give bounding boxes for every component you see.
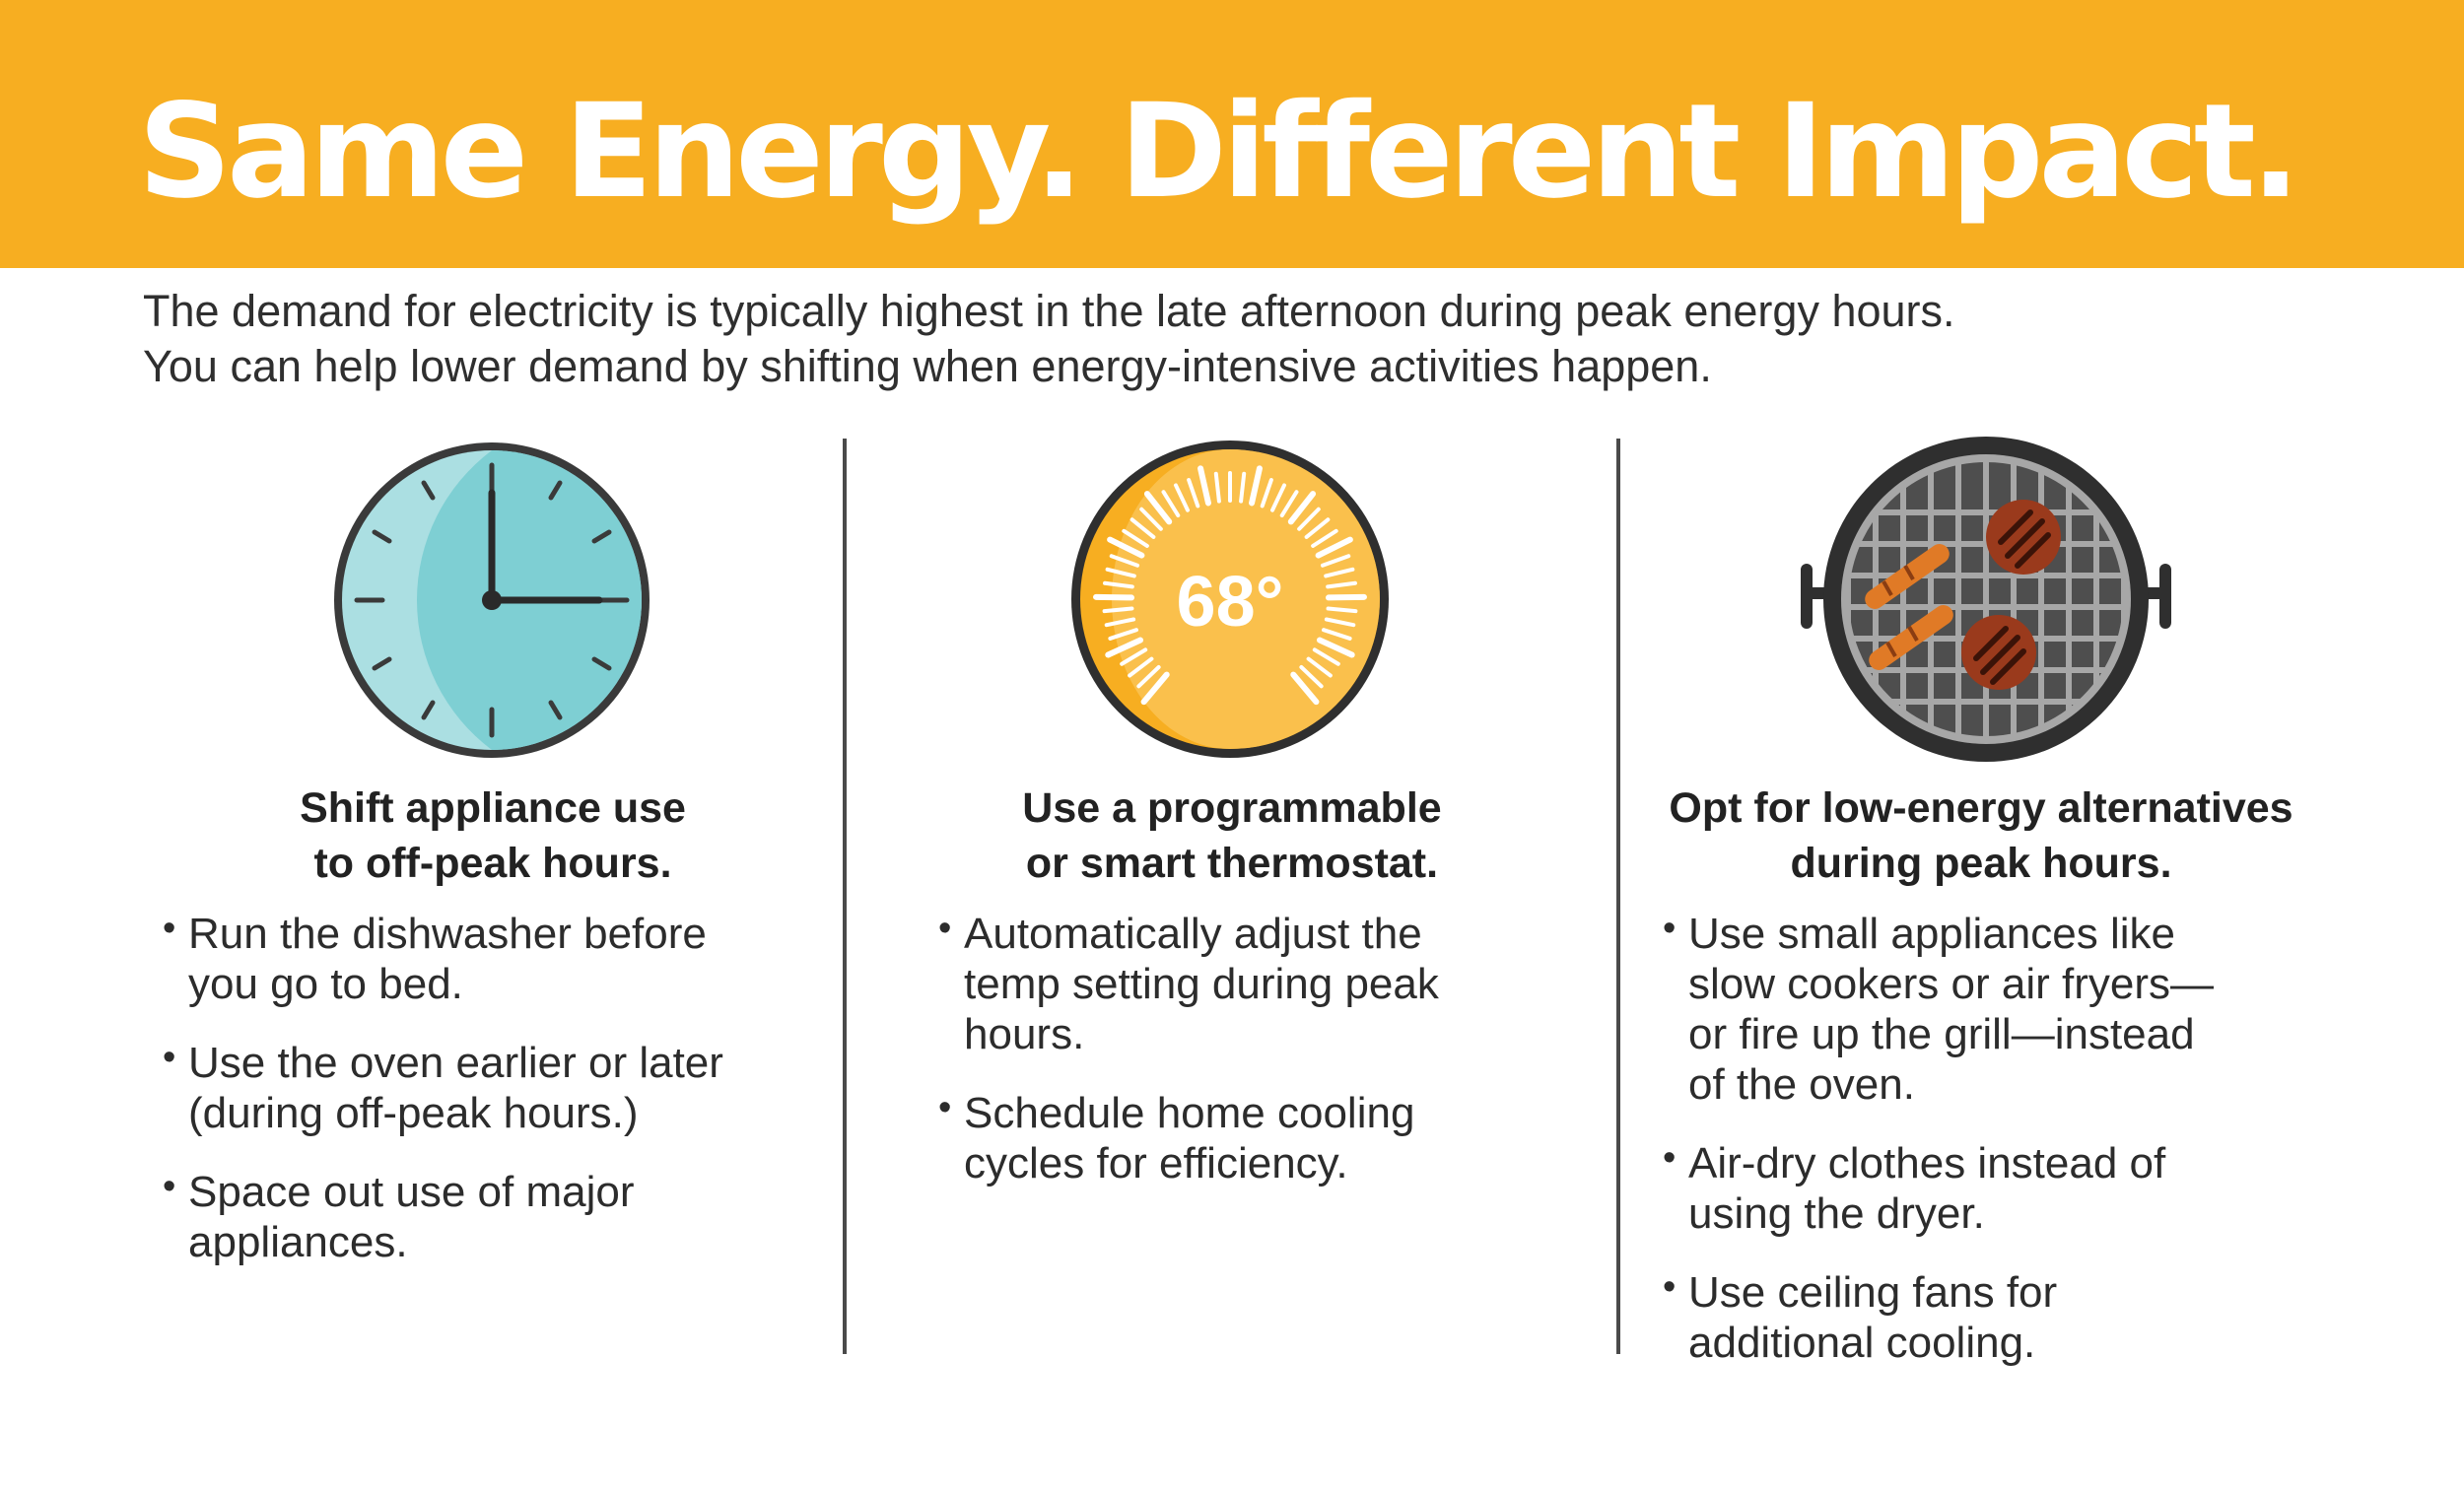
thermostat-tick [1326, 580, 1357, 589]
clock-icon [334, 442, 650, 758]
list-item: Air-dry clothes instead of using the dry… [1663, 1138, 2392, 1239]
thermostat-tick [1105, 567, 1136, 578]
thermostat-tick [1322, 628, 1352, 641]
thermostat-tick [1105, 637, 1144, 658]
column-divider [843, 439, 847, 1354]
column-heading: Shift appliance use to off-peak hours. [300, 784, 686, 887]
thermostat-tick [1325, 593, 1367, 601]
thermostat-dial-ticks [1093, 465, 1367, 706]
intro-line: The demand for electricity is typically … [143, 286, 1955, 336]
thermostat-tick [1129, 517, 1156, 539]
column-divider [1616, 439, 1620, 1354]
list-item: Use small appliances like slow cookers o… [1663, 909, 2392, 1110]
thermostat-tick [1122, 528, 1149, 548]
thermostat-tick [1140, 671, 1170, 706]
thermostat-tick [1260, 478, 1273, 509]
list-item: Run the dishwasher before you go to bed. [163, 909, 843, 1009]
thermostat-tick [1173, 483, 1191, 512]
thermostat-tick [1304, 517, 1331, 539]
list-item: Use ceiling fans for additional cooling. [1663, 1267, 2392, 1368]
thermostat-tick [1139, 507, 1163, 531]
list-item: Automatically adjust the temp setting du… [938, 909, 1608, 1059]
thermostat-tick [1093, 593, 1135, 601]
thermostat-tick [1187, 478, 1200, 509]
thermostat-tick [1109, 554, 1140, 568]
thermostat-tick [1104, 617, 1136, 628]
column-heading: Opt for low-energy alternatives during p… [1669, 784, 2293, 887]
thermostat-tick [1315, 536, 1353, 559]
bullet-list: Run the dishwasher before you go to bed.… [163, 909, 843, 1296]
list-item: Space out use of major appliances. [163, 1167, 843, 1267]
thermostat-tick [1279, 490, 1299, 518]
thermostat-icon: 68° [1071, 441, 1389, 758]
thermostat-tick [1107, 536, 1145, 559]
column-heading: Use a programmable or smart thermostat. [1022, 784, 1442, 887]
thermostat-tick [1103, 580, 1134, 589]
grill-icon [1801, 437, 2171, 762]
thermostat-tick [1239, 471, 1247, 504]
bullet-list: Use small appliances like slow cookers o… [1663, 909, 2392, 1396]
title-banner: Same Energy. Different Impact. [0, 0, 2464, 268]
thermostat-tick [1324, 617, 1356, 628]
thermostat-tick [1198, 465, 1211, 507]
thermostat-tick [1108, 628, 1138, 641]
list-item: Use the oven earlier or later (during of… [163, 1038, 843, 1138]
thermostat-tick [1287, 491, 1317, 525]
thermostat-tick [1249, 465, 1263, 507]
bullet-list: Automatically adjust the temp setting du… [938, 909, 1608, 1217]
thermostat-tick [1269, 483, 1287, 512]
thermostat-tick [1213, 471, 1221, 504]
thermostat-tick [1297, 507, 1321, 531]
thermostat-tick [1311, 528, 1338, 548]
thermostat-tick [1320, 554, 1351, 568]
intro-line: You can help lower demand by shifting wh… [143, 341, 1712, 391]
thermostat-tick [1136, 665, 1161, 689]
thermostat-tick [1161, 490, 1181, 518]
thermostat-tick [1324, 567, 1355, 578]
thermostat-tick [1102, 606, 1134, 614]
thermostat-tick [1290, 671, 1320, 706]
thermostat-tick [1326, 606, 1358, 614]
list-item: Schedule home cooling cycles for efficie… [938, 1088, 1608, 1188]
thermostat-tick [1316, 637, 1355, 658]
thermostat-tick [1143, 491, 1173, 525]
thermostat-tick [1306, 656, 1333, 678]
page-title: Same Energy. Different Impact. [138, 76, 2300, 228]
thermostat-reading: 68° [1177, 563, 1284, 642]
thermostat-tick [1312, 647, 1340, 666]
thermostat-tick [1120, 647, 1148, 666]
intro-text: The demand for electricity is typically … [143, 284, 2410, 394]
thermostat-tick [1299, 665, 1324, 689]
thermostat-tick [1128, 656, 1154, 678]
